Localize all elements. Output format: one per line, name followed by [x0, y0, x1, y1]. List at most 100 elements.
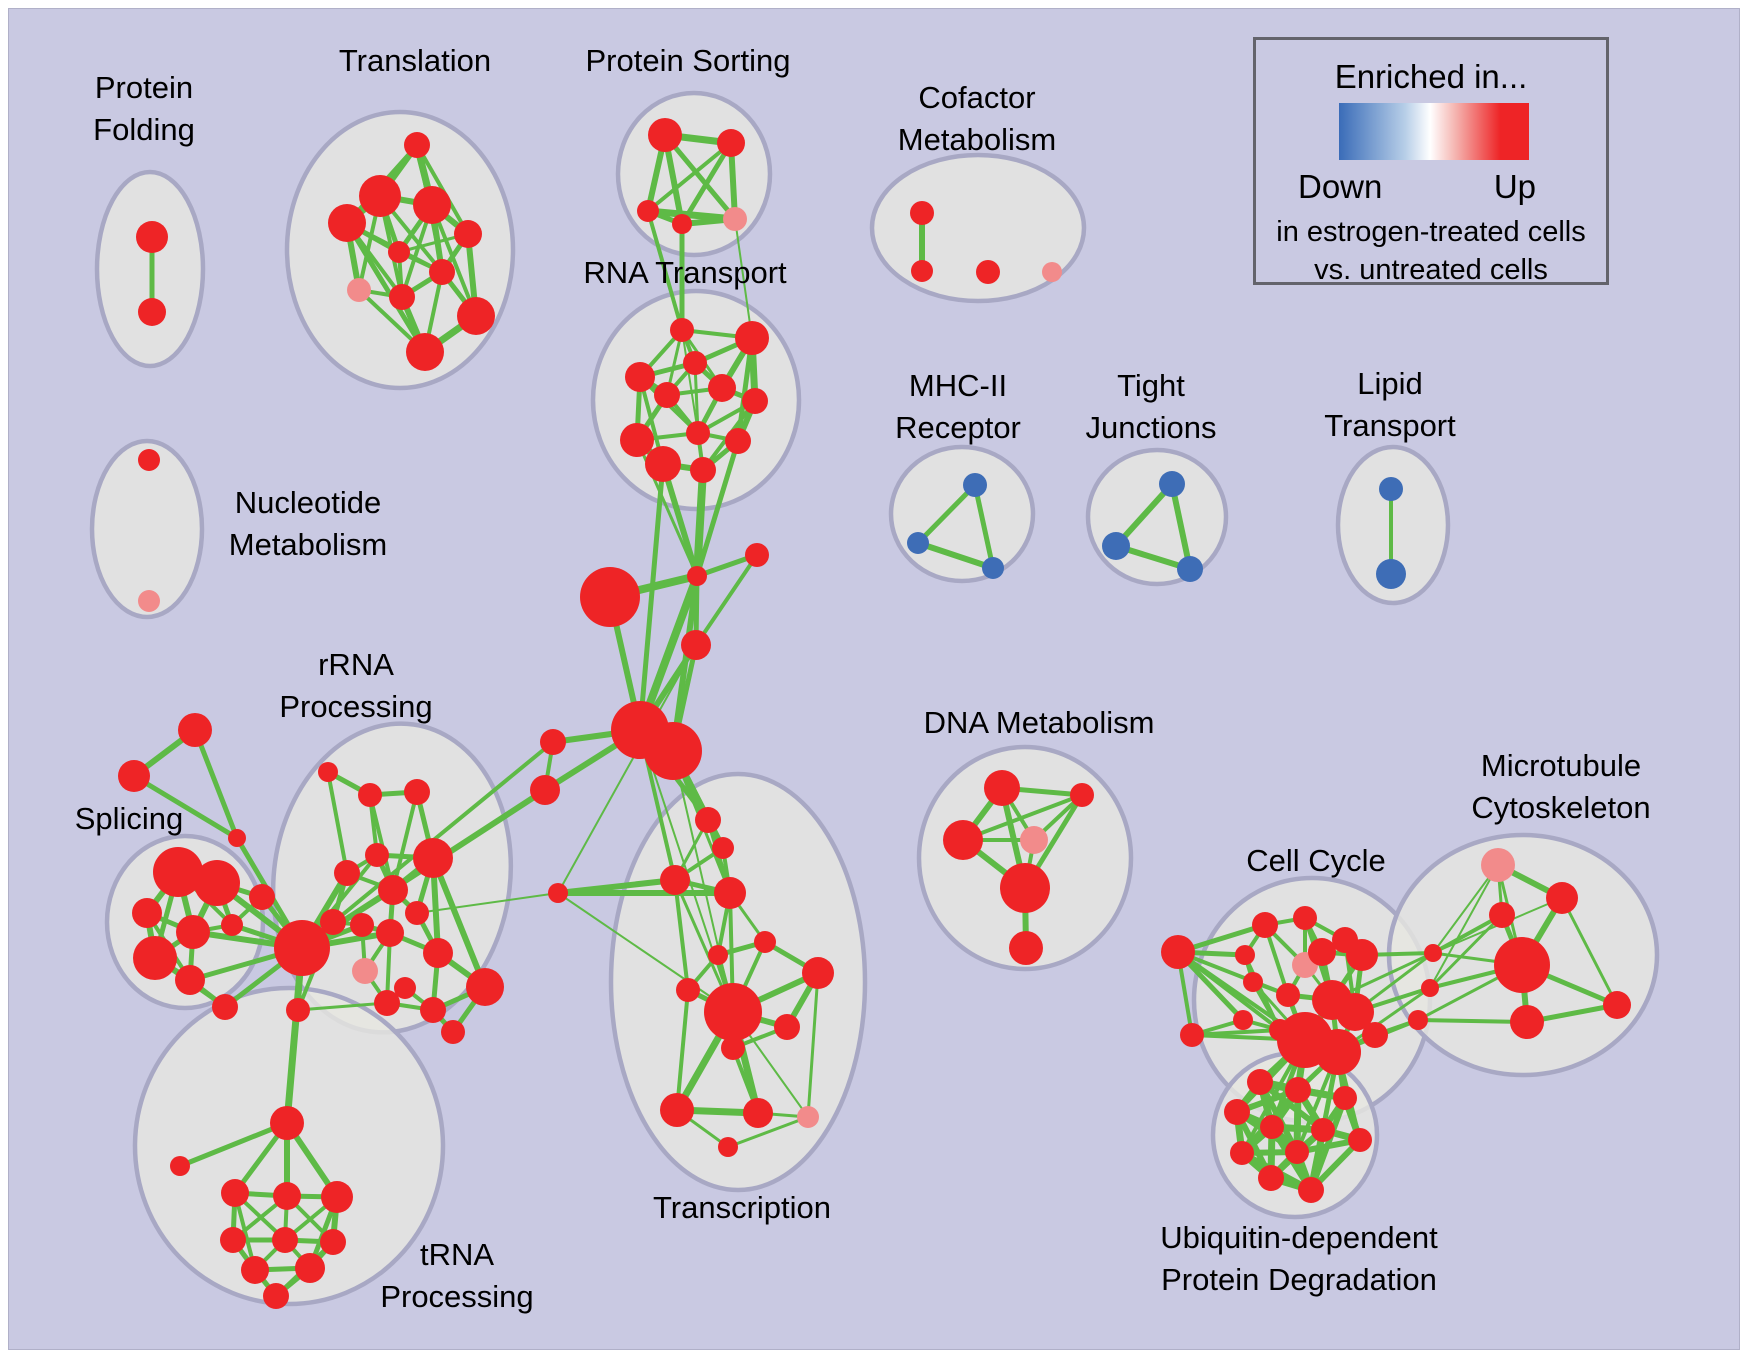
cluster-label-rna-transport: RNA Transport [583, 255, 787, 290]
graph-edge [557, 892, 734, 1013]
graph-node [138, 298, 166, 326]
graph-node [220, 1227, 246, 1253]
graph-node [670, 318, 694, 342]
graph-edge [961, 793, 1084, 842]
graph-edge [416, 892, 559, 914]
graph-node [943, 820, 983, 860]
graph-node [374, 990, 400, 1016]
graph-node [754, 931, 776, 953]
graph-node [178, 713, 212, 747]
graph-node [138, 449, 160, 471]
graph-node [376, 919, 404, 947]
graph-node [1020, 826, 1048, 854]
graph-node [153, 847, 203, 897]
graph-node [413, 838, 453, 878]
graph-node [1070, 783, 1094, 807]
graph-edge [693, 466, 707, 580]
graph-node [1510, 1005, 1544, 1039]
legend-box: Enriched in... Down Up in estrogen-treat… [1253, 37, 1609, 286]
legend-title: Enriched in... [1334, 58, 1528, 95]
graph-node [466, 968, 504, 1006]
graph-node [286, 998, 310, 1022]
cluster-label-cofactor-metabolism: Cofactor [918, 80, 1035, 115]
cluster-label-mhc-ii-receptor: MHC-II [909, 368, 1007, 403]
graph-node [717, 129, 745, 157]
graph-node [1235, 945, 1255, 965]
graph-edge [1432, 864, 1499, 954]
graph-node [1348, 1128, 1372, 1152]
graph-node [681, 630, 711, 660]
graph-node [907, 532, 929, 554]
graph-node [660, 1093, 694, 1127]
graph-node [1346, 939, 1378, 971]
graph-node [1260, 1115, 1284, 1139]
graph-node [320, 909, 346, 935]
graph-node [378, 875, 408, 905]
graph-node [1333, 1086, 1357, 1110]
graph-node [1603, 991, 1631, 1019]
graph-node [334, 860, 360, 886]
cluster-label-protein-sorting: Protein Sorting [585, 43, 790, 78]
graph-node [1243, 972, 1263, 992]
graph-node [404, 132, 430, 158]
graph-edge [694, 553, 759, 647]
graph-node [295, 1253, 325, 1283]
graph-node [774, 1014, 800, 1040]
graph-node [1159, 471, 1185, 497]
graph-node [389, 284, 415, 310]
graph-node [645, 446, 681, 482]
graph-node [1180, 1023, 1204, 1047]
graph-node [660, 865, 690, 895]
graph-node [911, 260, 933, 282]
graph-node [1276, 983, 1300, 1007]
graph-edge [557, 644, 697, 894]
graph-node [1379, 477, 1403, 501]
graph-node [194, 860, 240, 906]
graph-node [1000, 863, 1050, 913]
graph-node [686, 421, 710, 445]
graph-node [212, 994, 238, 1020]
cluster-label-rrna-processing: Processing [279, 689, 432, 724]
graph-edge [391, 790, 419, 892]
graph-edge [972, 482, 996, 571]
graph-node [1247, 1069, 1273, 1095]
cluster-label-ubiquitin-degradation: Protein Degradation [1161, 1262, 1437, 1297]
graph-node [1424, 944, 1442, 962]
graph-edge [694, 438, 741, 579]
cluster-label-dna-metabolism: DNA Metabolism [924, 705, 1155, 740]
graph-node [1546, 882, 1578, 914]
graph-edge [1560, 896, 1619, 1007]
cluster-label-rrna-processing: rRNA [318, 647, 394, 682]
graph-node [648, 118, 682, 152]
graph-node [273, 1182, 301, 1210]
graph-node [429, 259, 455, 285]
graph-node [1285, 1140, 1309, 1164]
cluster-label-cofactor-metabolism: Metabolism [898, 122, 1057, 157]
graph-node [644, 722, 702, 780]
cluster-label-trna-processing: tRNA [420, 1237, 494, 1272]
graph-node [388, 241, 410, 263]
graph-node [423, 938, 453, 968]
graph-edge [915, 540, 996, 571]
graph-edge [734, 218, 753, 339]
graph-edge [681, 329, 699, 434]
graph-edge [806, 971, 820, 1119]
graph-edge [735, 335, 755, 444]
graph-node [1298, 1177, 1324, 1203]
legend-caption-line2: vs. untreated cells [1314, 254, 1548, 286]
graph-node [742, 388, 768, 414]
graph-node [712, 837, 734, 859]
cluster-ellipse-mhc-ii-receptor [888, 444, 1036, 584]
graph-node [1177, 556, 1203, 582]
graph-node [1311, 1118, 1335, 1142]
graph-node [1285, 1077, 1311, 1103]
graph-node [241, 1256, 269, 1284]
graph-node [683, 351, 707, 375]
graph-node [457, 297, 495, 335]
cluster-label-tight-junctions: Junctions [1086, 410, 1217, 445]
graph-edge [915, 482, 978, 546]
graph-node [274, 920, 330, 976]
graph-edge [296, 1001, 389, 1012]
graph-node [580, 567, 640, 627]
graph-edge [430, 855, 488, 990]
